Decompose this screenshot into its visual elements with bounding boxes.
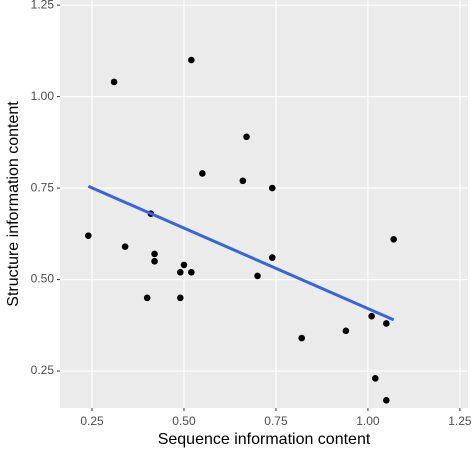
point bbox=[151, 250, 158, 258]
x-tick-label: 1.25 bbox=[448, 414, 472, 428]
point bbox=[383, 397, 390, 404]
point bbox=[180, 261, 188, 269]
point bbox=[243, 133, 250, 141]
point bbox=[121, 243, 129, 250]
y-tick-label: 1.00 bbox=[31, 89, 55, 103]
point bbox=[268, 184, 276, 192]
point bbox=[342, 327, 350, 335]
point bbox=[254, 272, 261, 280]
point bbox=[390, 236, 397, 243]
x-tick-label: 0.75 bbox=[264, 414, 288, 428]
y-tick-label: 1.25 bbox=[31, 0, 55, 11]
y-tick-label: 0.75 bbox=[31, 180, 55, 194]
point bbox=[177, 268, 184, 276]
x-tick-label: 1.00 bbox=[356, 414, 380, 428]
point bbox=[371, 375, 379, 382]
point bbox=[383, 320, 390, 327]
point bbox=[85, 232, 92, 239]
point bbox=[143, 294, 151, 302]
x-axis-title: Sequence information content bbox=[158, 431, 371, 448]
y-axis-title: Structure information content bbox=[5, 101, 22, 307]
point bbox=[239, 177, 247, 185]
point bbox=[298, 334, 306, 342]
y-tick-label: 0.25 bbox=[31, 363, 55, 377]
x-tick-label: 0.50 bbox=[172, 414, 196, 428]
point bbox=[368, 312, 375, 320]
point bbox=[268, 254, 276, 261]
point bbox=[110, 78, 118, 86]
point bbox=[177, 294, 184, 302]
point bbox=[151, 257, 158, 265]
point bbox=[199, 170, 206, 177]
plot-panel bbox=[60, 0, 468, 408]
regression-line bbox=[87, 184, 395, 322]
y-tick-label: 0.50 bbox=[31, 272, 55, 286]
x-tick-label: 0.25 bbox=[80, 414, 104, 428]
point bbox=[188, 268, 195, 276]
point bbox=[188, 56, 195, 64]
